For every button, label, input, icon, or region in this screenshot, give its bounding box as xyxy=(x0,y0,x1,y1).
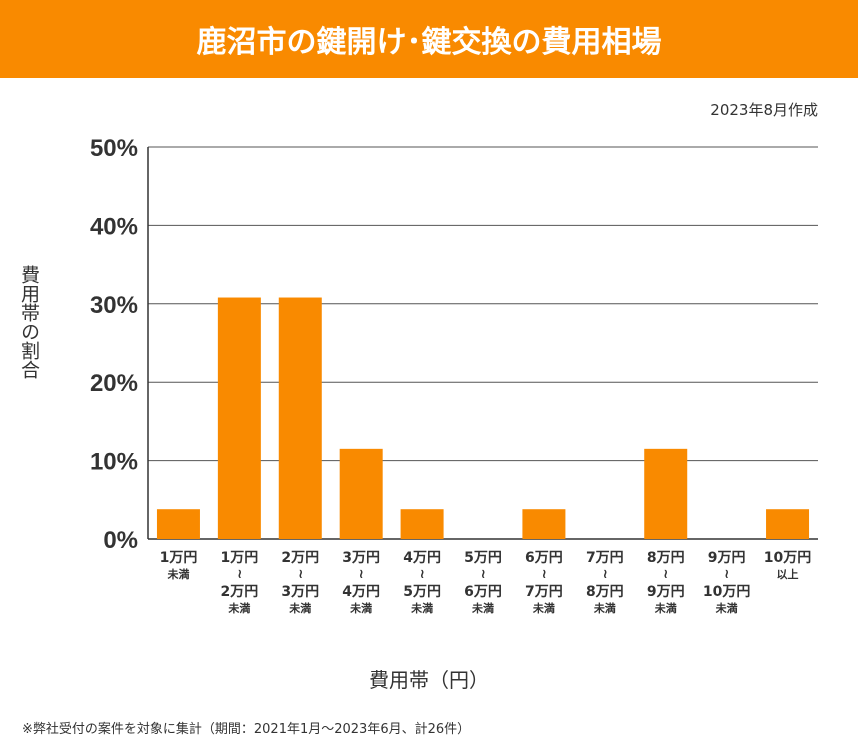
x-tick-label: ~ xyxy=(536,569,551,580)
x-tick-label: ~ xyxy=(719,569,734,580)
x-tick-label: 未満 xyxy=(227,601,250,615)
x-tick-label: 8万円 xyxy=(647,550,685,566)
x-tick-label: 9万円 xyxy=(647,584,685,600)
x-axis-label: 費用帯（円） xyxy=(369,668,489,692)
x-tick-label: 未満 xyxy=(593,601,616,615)
x-tick-label: 8万円 xyxy=(586,584,624,600)
x-tick-label: ~ xyxy=(353,569,368,580)
x-tick-label: 以上 xyxy=(777,567,799,581)
bar xyxy=(400,509,444,539)
x-tick-label: 1万円 xyxy=(160,550,198,566)
x-tick-label: ~ xyxy=(292,569,307,580)
x-tick-label: ~ xyxy=(475,569,490,580)
y-tick-label: 30% xyxy=(90,292,138,319)
y-tick-label: 40% xyxy=(90,213,138,240)
x-tick-label: 未満 xyxy=(532,601,555,615)
x-tick-label: 未満 xyxy=(471,601,494,615)
bar xyxy=(766,509,810,539)
x-tick-label: 1万円 xyxy=(220,550,258,566)
y-tick-label: 10% xyxy=(90,449,138,476)
x-tick-label: 6万円 xyxy=(525,550,563,566)
x-tick-label: ~ xyxy=(597,569,612,580)
y-tick-label: 50% xyxy=(90,135,138,162)
x-tick-label: 9万円 xyxy=(708,550,746,566)
y-tick-label: 0% xyxy=(103,527,138,554)
x-tick-label: 6万円 xyxy=(464,584,502,600)
x-tick-label: ~ xyxy=(414,569,429,580)
y-tick-label: 20% xyxy=(90,370,138,397)
x-tick-label: 未満 xyxy=(715,601,738,615)
bar xyxy=(217,297,261,539)
x-tick-label: 5万円 xyxy=(403,584,441,600)
x-tick-label: 2万円 xyxy=(281,550,319,566)
x-tick-label: 未満 xyxy=(288,601,311,615)
y-axis-label: 費用帯の割合 xyxy=(18,265,40,379)
x-tick-label: 4万円 xyxy=(403,550,441,566)
x-tick-label: 2万円 xyxy=(220,584,258,600)
bar xyxy=(644,448,688,539)
footnote: ※弊社受付の案件を対象に集計（期間：2021年1月～2023年6月、計26件） xyxy=(22,722,471,737)
title-banner: 鹿沼市の鍵開け･鍵交換の費用相場 xyxy=(0,0,858,78)
x-tick-label: 5万円 xyxy=(464,550,502,566)
x-tick-label: ~ xyxy=(658,569,673,580)
x-tick-label: 7万円 xyxy=(525,584,563,600)
x-tick-label: 未満 xyxy=(410,601,433,615)
x-tick-label: 4万円 xyxy=(342,584,380,600)
chart-title: 鹿沼市の鍵開け･鍵交換の費用相場 xyxy=(196,25,662,60)
bar xyxy=(339,448,383,539)
x-tick-label: 7万円 xyxy=(586,550,624,566)
x-tick-label: 未満 xyxy=(654,601,677,615)
bar xyxy=(522,509,566,539)
x-tick-label: 未満 xyxy=(166,567,189,581)
x-tick-label: 10万円 xyxy=(764,550,811,566)
x-tick-label: 未満 xyxy=(349,601,372,615)
date-note: 2023年8月作成 xyxy=(710,101,818,119)
bar xyxy=(278,297,322,539)
x-tick-label: 10万円 xyxy=(703,584,750,600)
bar xyxy=(156,509,200,539)
x-tick-label: ~ xyxy=(231,569,246,580)
x-tick-label: 3万円 xyxy=(342,550,380,566)
x-tick-label: 3万円 xyxy=(281,584,319,600)
